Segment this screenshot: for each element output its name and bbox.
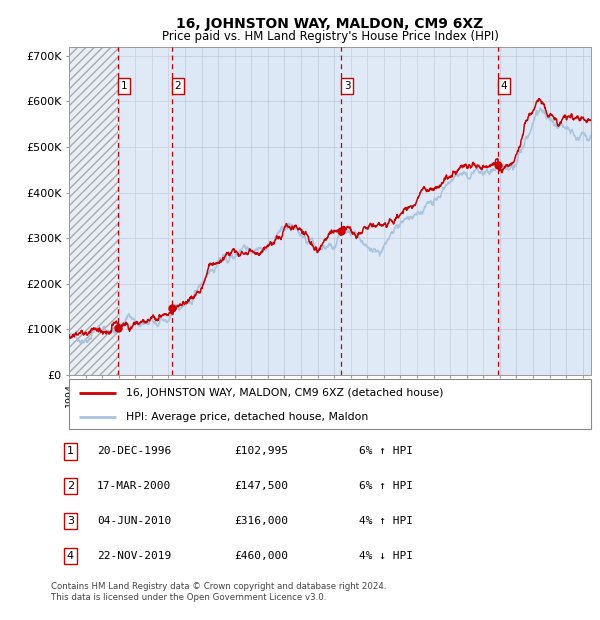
Text: 4% ↑ HPI: 4% ↑ HPI [359,516,413,526]
Text: £316,000: £316,000 [235,516,289,526]
Text: 2: 2 [67,481,74,491]
Text: 3: 3 [67,516,74,526]
Text: Contains HM Land Registry data © Crown copyright and database right 2024.
This d: Contains HM Land Registry data © Crown c… [51,582,386,603]
Text: 1: 1 [67,446,74,456]
Text: 4: 4 [500,81,508,91]
Text: 2: 2 [175,81,181,91]
Bar [69,46,118,375]
Text: 20-DEC-1996: 20-DEC-1996 [97,446,171,456]
Text: £102,995: £102,995 [235,446,289,456]
Text: 4% ↓ HPI: 4% ↓ HPI [359,551,413,561]
Text: 3: 3 [344,81,350,91]
FancyBboxPatch shape [69,379,591,429]
Bar [341,46,498,375]
Text: £460,000: £460,000 [235,551,289,561]
Text: 4: 4 [67,551,74,561]
Text: 6% ↑ HPI: 6% ↑ HPI [359,446,413,456]
Text: 16, JOHNSTON WAY, MALDON, CM9 6XZ (detached house): 16, JOHNSTON WAY, MALDON, CM9 6XZ (detac… [127,388,444,398]
Text: 17-MAR-2000: 17-MAR-2000 [97,481,171,491]
Text: £147,500: £147,500 [235,481,289,491]
Text: HPI: Average price, detached house, Maldon: HPI: Average price, detached house, Mald… [127,412,368,422]
Text: 22-NOV-2019: 22-NOV-2019 [97,551,171,561]
Text: 04-JUN-2010: 04-JUN-2010 [97,516,171,526]
Text: 16, JOHNSTON WAY, MALDON, CM9 6XZ: 16, JOHNSTON WAY, MALDON, CM9 6XZ [176,17,484,31]
Text: 1: 1 [121,81,127,91]
Bar [118,46,172,375]
Text: 6% ↑ HPI: 6% ↑ HPI [359,481,413,491]
Text: Price paid vs. HM Land Registry's House Price Index (HPI): Price paid vs. HM Land Registry's House … [161,30,499,43]
